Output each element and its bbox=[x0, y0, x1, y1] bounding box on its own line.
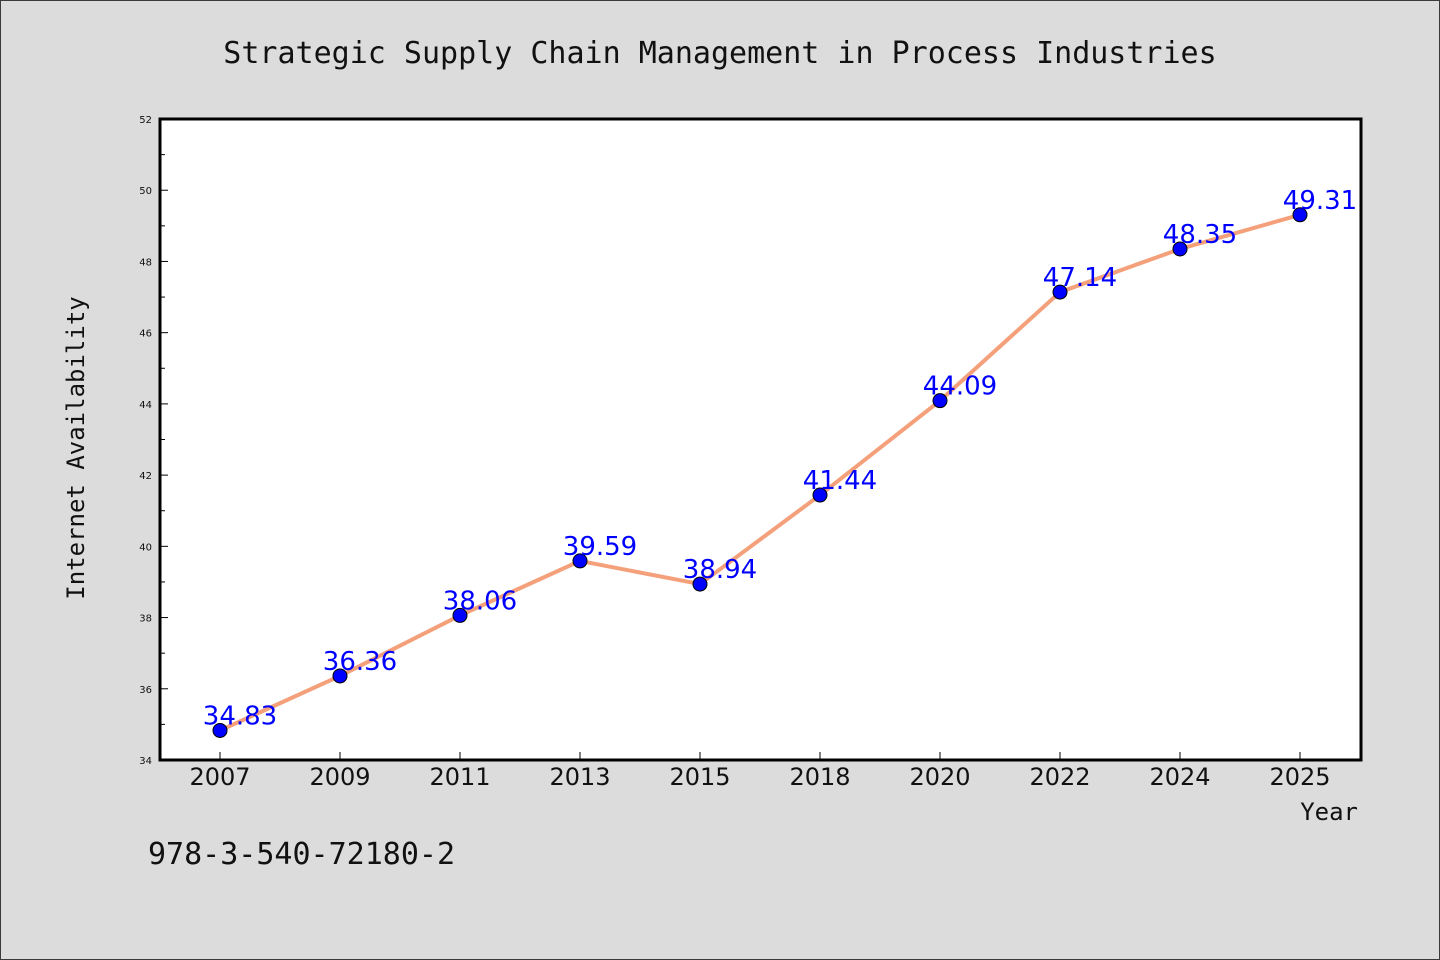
series-line bbox=[218, 212, 1302, 733]
data-label: 41.44 bbox=[803, 466, 877, 496]
x-tick-label: 2020 bbox=[909, 763, 970, 791]
data-point bbox=[212, 722, 228, 738]
x-tick-label: 2015 bbox=[669, 763, 730, 791]
data-point bbox=[452, 607, 468, 623]
x-tick-label: 2011 bbox=[429, 763, 490, 791]
y-axis-label: Internet Availability bbox=[62, 296, 90, 599]
data-point bbox=[1052, 284, 1068, 300]
data-point bbox=[332, 668, 348, 684]
data-point bbox=[692, 576, 708, 592]
x-tick-label: 2013 bbox=[549, 763, 610, 791]
x-tick-label: 2018 bbox=[789, 763, 850, 791]
y-tick-label: 48 bbox=[139, 257, 152, 268]
data-label: 48.35 bbox=[1163, 220, 1237, 250]
y-tick-label: 42 bbox=[139, 471, 152, 482]
x-tick-label: 2024 bbox=[1149, 763, 1210, 791]
y-tick-label: 46 bbox=[139, 329, 152, 340]
y-tick-label: 50 bbox=[139, 186, 152, 197]
x-axis: 2007 2009 2011 2013 2015 2018 2020 2022 2024 2025 bbox=[189, 752, 1331, 791]
data-point bbox=[812, 487, 828, 503]
data-label: 47.14 bbox=[1043, 263, 1117, 293]
y-tick-label: 52 bbox=[139, 115, 152, 126]
data-point bbox=[572, 553, 588, 569]
y-tick-label: 38 bbox=[139, 614, 152, 625]
data-label: 44.09 bbox=[923, 372, 997, 402]
data-label: 36.36 bbox=[323, 647, 397, 677]
data-point bbox=[932, 393, 948, 409]
data-label: 39.59 bbox=[563, 532, 637, 562]
y-tick-label: 44 bbox=[139, 400, 152, 411]
x-tick-label: 2022 bbox=[1029, 763, 1090, 791]
data-label: 38.94 bbox=[683, 555, 757, 585]
y-tick-label: 40 bbox=[139, 542, 152, 553]
chart-title: Strategic Supply Chain Management in Pro… bbox=[223, 36, 1216, 71]
x-tick-label: 2025 bbox=[1269, 763, 1330, 791]
y-axis: 34 36 38 40 42 44 46 48 50 52 bbox=[139, 115, 168, 767]
x-axis-label: Year bbox=[1300, 798, 1358, 826]
data-label: 49.31 bbox=[1283, 186, 1357, 216]
y-tick-label: 36 bbox=[139, 685, 152, 696]
x-tick-label: 2009 bbox=[309, 763, 370, 791]
y-tick-label: 34 bbox=[139, 756, 152, 767]
data-label: 38.06 bbox=[443, 586, 517, 616]
series-layer: 34.83 36.36 38.06 39.59 38.94 41.44 44.09 47.14… bbox=[203, 186, 1357, 738]
data-point bbox=[1172, 241, 1188, 257]
plot-area bbox=[158, 117, 1363, 762]
isbn-text: 978-3-540-72180-2 bbox=[148, 837, 455, 872]
data-label: 34.83 bbox=[203, 701, 277, 731]
x-tick-label: 2007 bbox=[189, 763, 250, 791]
data-point bbox=[1292, 207, 1308, 223]
